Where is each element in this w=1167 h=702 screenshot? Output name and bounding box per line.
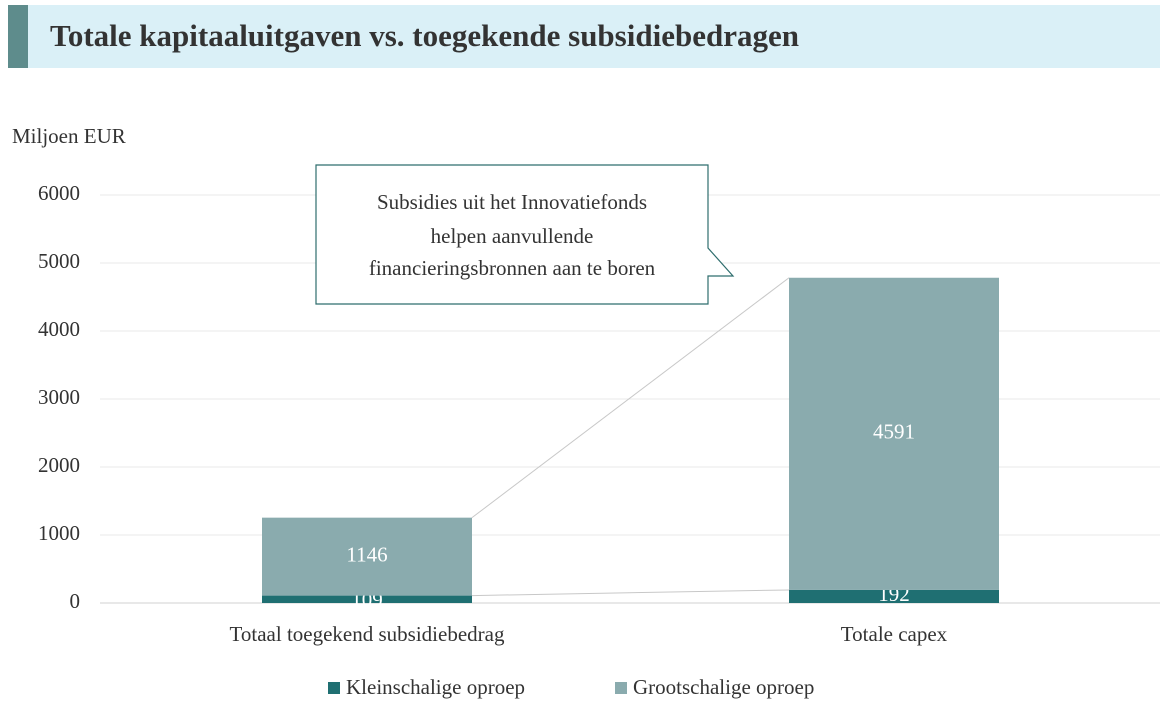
chart-title: Totale kapitaaluitgaven vs. toegekende s…	[50, 18, 799, 53]
bar-segment	[262, 517, 472, 596]
legend-swatch	[615, 682, 627, 694]
annotation: Subsidies uit het Innovatiefonds	[377, 190, 647, 214]
y-tick-label: 1000	[38, 521, 80, 545]
legend-swatch	[328, 682, 340, 694]
x-tick-label: Totale capex	[841, 622, 948, 646]
y-tick-label: 2000	[38, 453, 80, 477]
connector	[471, 277, 790, 519]
bar-segment	[789, 589, 999, 603]
callout	[315, 164, 735, 305]
y-tick-label: 6000	[38, 181, 80, 205]
bar-segment	[789, 277, 999, 590]
title-accent	[8, 5, 28, 68]
plot: 0 1000 2000 3000 4000 5000 6000 Totaal toegeken…	[38, 181, 1160, 699]
title-band	[8, 5, 1160, 68]
annotation: helpen aanvullende	[431, 224, 594, 248]
legend-label: Kleinschalige oproep	[346, 675, 525, 699]
bar-segment	[262, 595, 472, 603]
connector	[471, 589, 790, 597]
data-label: 4591	[873, 420, 915, 444]
annotation: financieringsbronnen aan te boren	[369, 256, 656, 280]
y-axis-label: Miljoen EUR	[12, 124, 126, 148]
y-tick-label: 0	[70, 589, 81, 613]
y-tick-label: 5000	[38, 249, 80, 273]
x-tick-label: Totaal toegekend subsidiebedrag	[230, 622, 505, 646]
legend-label: Grootschalige oproep	[633, 675, 814, 699]
y-tick-label: 3000	[38, 385, 80, 409]
data-label: 1146	[346, 542, 387, 566]
y-tick-label: 4000	[38, 317, 80, 341]
